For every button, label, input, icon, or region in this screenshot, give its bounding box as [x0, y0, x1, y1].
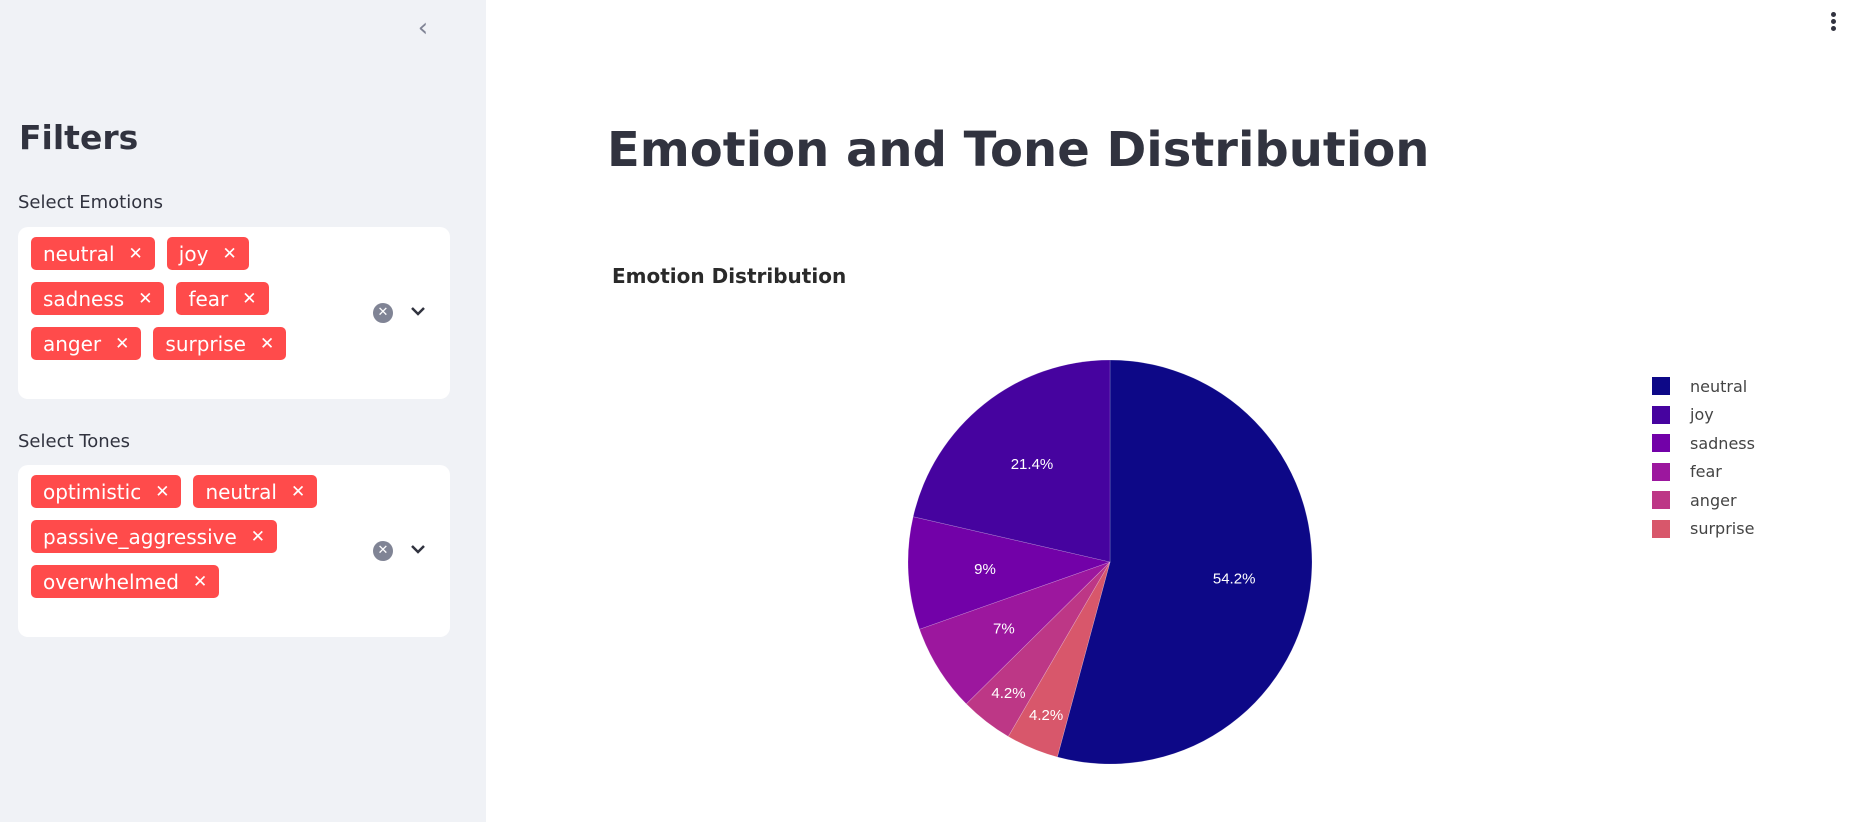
tag-label: joy — [178, 241, 209, 266]
tones-label: Select Tones — [18, 431, 131, 452]
tag-label: overwhelmed — [43, 569, 179, 594]
legend-label: surprise — [1690, 519, 1755, 539]
pie-slice-fear[interactable] — [919, 561, 1111, 705]
emotion-tag[interactable]: anger ✕ — [31, 327, 142, 360]
legend-item-sadness[interactable]: sadness — [1652, 429, 1755, 458]
legend-label: sadness — [1690, 433, 1755, 453]
collapse-sidebar-chevron-left-icon[interactable]: ‹ — [417, 13, 429, 43]
legend-item-fear[interactable]: fear — [1652, 458, 1755, 487]
tones-multiselect[interactable]: optimistic ✕ neutral ✕ passive_aggressive ✕ … — [18, 465, 450, 637]
legend-label: neutral — [1690, 376, 1748, 396]
emotions-label: Select Emotions — [18, 192, 164, 213]
tag-label: anger — [43, 331, 102, 356]
legend-item-anger[interactable]: anger — [1652, 486, 1755, 515]
tone-tag[interactable]: overwhelmed ✕ — [31, 565, 220, 598]
pie-slice-surprise[interactable] — [1007, 561, 1111, 758]
tone-tag[interactable]: optimistic ✕ — [31, 475, 182, 508]
legend-item-joy[interactable]: joy — [1652, 401, 1755, 430]
pie-slice-anger[interactable] — [965, 561, 1111, 737]
tag-label: neutral — [205, 479, 277, 504]
legend-swatch — [1652, 377, 1670, 396]
pie-slice-joy[interactable] — [912, 359, 1111, 563]
remove-tag-icon[interactable]: ✕ — [192, 571, 208, 592]
legend-item-neutral[interactable]: neutral — [1652, 372, 1755, 401]
tone-tag[interactable]: neutral ✕ — [193, 475, 318, 508]
tag-label: fear — [188, 286, 229, 311]
chart-legend: neutral joy sadness fear anger surprise — [1652, 372, 1755, 543]
legend-swatch — [1652, 462, 1670, 481]
slice-label: 4.2% — [991, 685, 1025, 702]
pie-slice-sadness[interactable] — [907, 516, 1112, 630]
slice-label: 21.4% — [1011, 456, 1054, 473]
tag-label: neutral — [43, 241, 115, 266]
legend-item-surprise[interactable]: surprise — [1652, 515, 1755, 544]
main-menu-kebab-icon[interactable] — [1826, 10, 1840, 36]
chevron-down-icon[interactable] — [408, 299, 428, 323]
pie-chart: 54.2% 4.2%4.2% 7% 9% 21.4% — [907, 359, 1313, 765]
tag-label: sadness — [43, 286, 125, 311]
page-title: Emotion and Tone Distribution — [607, 122, 1430, 178]
sidebar: ‹ Filters Select Emotions neutral ✕ joy ✕ s… — [0, 0, 486, 822]
clear-all-icon[interactable]: ✕ — [373, 303, 393, 323]
clear-all-icon[interactable]: ✕ — [373, 541, 393, 561]
legend-label: joy — [1690, 405, 1714, 425]
emotion-tag[interactable]: fear ✕ — [176, 282, 269, 315]
emotions-multiselect[interactable]: neutral ✕ joy ✕ sadness ✕ fear ✕ anger ✕ surpris… — [18, 227, 450, 399]
remove-tag-icon[interactable]: ✕ — [259, 333, 275, 354]
remove-tag-icon[interactable]: ✕ — [115, 333, 130, 354]
slice-label: 7% — [993, 620, 1015, 637]
tone-tag[interactable]: passive_aggressive ✕ — [31, 520, 278, 553]
emotion-tag[interactable]: sadness ✕ — [31, 282, 165, 315]
remove-tag-icon[interactable]: ✕ — [128, 243, 143, 264]
sidebar-title: Filters — [19, 118, 139, 157]
legend-swatch — [1652, 405, 1670, 424]
emotion-tag[interactable]: neutral ✕ — [31, 237, 155, 270]
legend-label: anger — [1690, 490, 1737, 510]
remove-tag-icon[interactable]: ✕ — [250, 526, 266, 547]
legend-swatch — [1652, 519, 1670, 538]
remove-tag-icon[interactable]: ✕ — [155, 481, 170, 502]
tag-label: passive_aggressive — [43, 524, 237, 549]
legend-swatch — [1652, 434, 1670, 453]
slice-label: 9% — [974, 561, 996, 578]
legend-swatch — [1652, 491, 1670, 510]
emotion-tag[interactable]: surprise ✕ — [153, 327, 287, 360]
slice-label: 4.2% — [1029, 707, 1063, 724]
tag-label: optimistic — [43, 479, 142, 504]
chevron-down-icon[interactable] — [408, 537, 428, 561]
slice-label: 54.2% — [1213, 570, 1256, 587]
remove-tag-icon[interactable]: ✕ — [290, 481, 306, 502]
chart-title: Emotion Distribution — [612, 264, 847, 288]
remove-tag-icon[interactable]: ✕ — [242, 288, 257, 309]
remove-tag-icon[interactable]: ✕ — [222, 243, 237, 264]
legend-label: fear — [1690, 462, 1722, 482]
emotion-tag[interactable]: joy ✕ — [166, 237, 249, 270]
remove-tag-icon[interactable]: ✕ — [138, 288, 153, 309]
tag-label: surprise — [165, 331, 246, 356]
pie-slice-neutral[interactable] — [1056, 359, 1313, 765]
